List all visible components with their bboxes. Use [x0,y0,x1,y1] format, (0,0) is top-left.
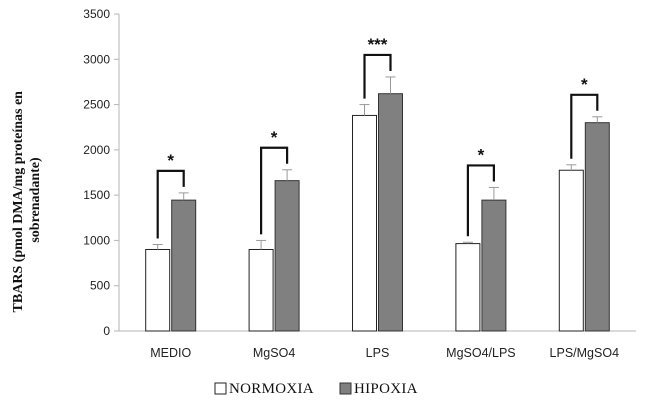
bar-hipoxia-lps [378,93,403,332]
x-category-label-mgso4: MgSO4 [253,346,295,360]
x-category-label-lps-mgso4: LPS/MgSO4 [550,346,620,360]
significance-bracket-mgso4 [260,146,289,235]
bar-normoxia-medio [145,248,171,332]
y-axis-label-line-2: sobrenadante) [28,157,43,243]
x-category-label-medio: MEDIO [150,346,191,360]
bar-hipoxia-medio [171,199,197,332]
bar-normoxia-mgso4 [248,248,274,332]
y-tick-label-3000: 3000 [83,52,110,66]
x-category-label-lps: LPS [366,346,390,360]
x-category-label-mgso4-lps: MgSO4/LPS [446,346,515,360]
y-axis-label-line-1: TBARS (pmol DMA/mg proteínas en [11,91,26,313]
y-tick-label-1000: 1000 [83,233,110,247]
legend-swatch-normoxia [214,382,227,395]
axes [118,14,636,332]
bar-normoxia-mgso4-lps [455,243,481,332]
x-categories: MEDIO MgSO4 LPS MgSO4/LPS LPS/MgSO4 [150,346,619,360]
bar-hipoxia-mgso4 [274,180,300,332]
significance-mark-medio: * [167,151,174,170]
significance-bracket-lps [363,53,392,99]
legend-label-normoxia: NORMOXIA [229,381,314,397]
y-tick-label-2000: 2000 [83,143,110,157]
significance-mark-lps-mgso4: * [581,75,588,94]
bar-hipoxia-lps-mgso4 [584,122,610,332]
y-tick-label-500: 500 [90,279,110,293]
bar-normoxia-lps-mgso4 [558,169,584,332]
significance-bracket-medio [156,169,185,239]
y-tick-label-2500: 2500 [83,98,110,112]
bar-hipoxia-mgso4-lps [481,199,507,332]
legend-label-hipoxia: HIPOXIA [354,381,418,397]
y-tick-label-3500: 3500 [83,7,110,21]
significance-brackets: ******* [156,35,599,239]
significance-mark-mgso4: * [271,128,278,147]
y-axis-label: TBARS (pmol DMA/mg proteínas en sobrenad… [11,88,43,313]
bars [145,76,610,332]
legend: NORMOXIA HIPOXIA [214,381,418,397]
y-ticks: 0 500 1000 1500 2000 2500 3000 3500 [83,7,119,338]
significance-mark-mgso4-lps: * [478,145,485,164]
y-tick-label-0: 0 [103,324,110,338]
y-tick-label-1500: 1500 [83,188,110,202]
significance-mark-lps: *** [368,35,388,54]
significance-bracket-mgso4-lps [466,164,495,237]
significance-bracket-lps-mgso4 [570,93,599,159]
legend-swatch-hipoxia [339,382,352,395]
bar-normoxia-lps [352,114,377,332]
